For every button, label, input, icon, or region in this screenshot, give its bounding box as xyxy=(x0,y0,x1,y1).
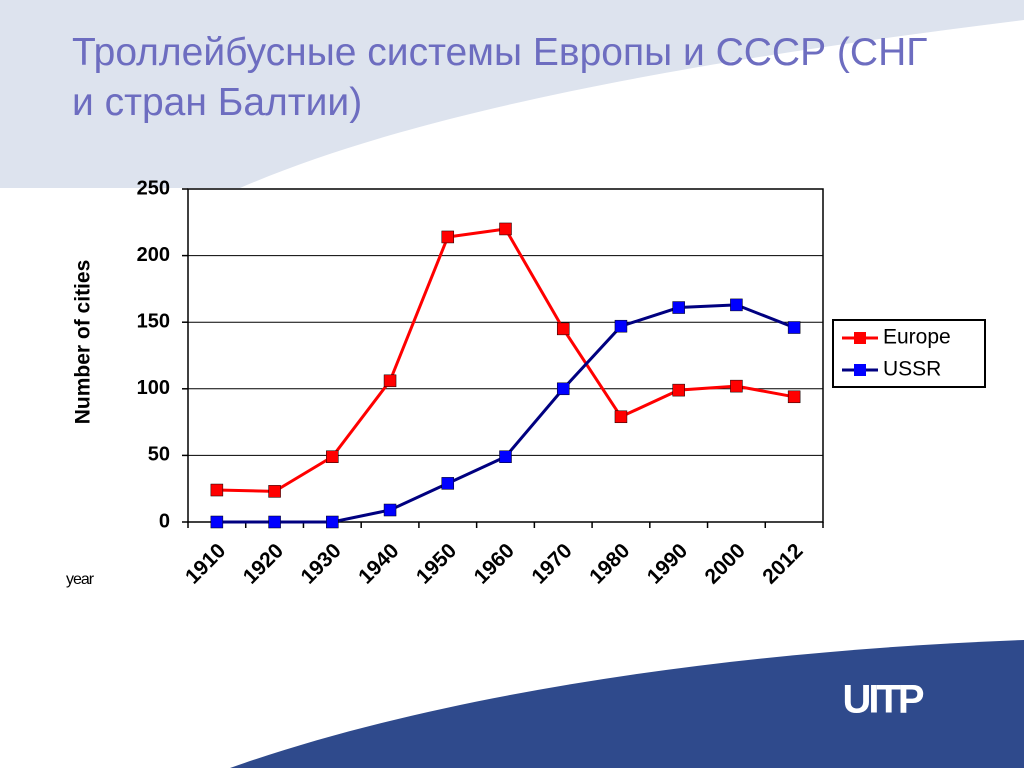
point-marker xyxy=(556,382,570,396)
point-marker xyxy=(441,230,455,244)
y-tick-label: 0 xyxy=(159,510,170,532)
point-marker xyxy=(268,485,281,498)
point-marker xyxy=(614,410,628,424)
legend-label: USSR xyxy=(883,358,941,381)
x-tick-label: 1960 xyxy=(470,539,519,588)
point-marker xyxy=(556,322,570,336)
point-marker xyxy=(326,515,339,529)
point-marker xyxy=(210,515,224,529)
logo: UITP xyxy=(842,678,923,722)
y-tick-label: 150 xyxy=(137,310,170,332)
series-line xyxy=(216,303,795,524)
header-band xyxy=(0,0,1024,188)
y-axis-label: Number of cities xyxy=(72,260,95,425)
x-tick-label: 1970 xyxy=(527,539,576,588)
point-marker xyxy=(441,477,455,490)
x-tick-label: 1920 xyxy=(239,539,288,588)
point-marker xyxy=(787,390,801,404)
point-marker xyxy=(499,450,512,463)
point-marker xyxy=(499,222,512,236)
x-axis-label: year xyxy=(66,571,95,588)
legend-marker xyxy=(854,364,866,376)
x-tick-label: 1990 xyxy=(643,539,692,588)
x-tick-label: 1910 xyxy=(181,539,230,588)
y-tick-label: 250 xyxy=(137,177,170,199)
point-marker xyxy=(787,321,801,334)
point-marker xyxy=(730,298,743,312)
x-tick-label: 2012 xyxy=(758,539,807,588)
footer-swoosh xyxy=(230,640,1024,768)
title: Троллейбусные системы Европы и СССР (СНГ… xyxy=(72,31,928,124)
point-marker xyxy=(210,483,224,497)
point-marker xyxy=(730,379,743,393)
plot-frame xyxy=(187,188,824,523)
x-tick-label: 1930 xyxy=(296,539,345,588)
point-marker xyxy=(672,383,685,397)
y-tick-label: 200 xyxy=(137,244,170,266)
x-tick-label: 1940 xyxy=(354,539,403,588)
legend-marker xyxy=(854,332,866,344)
x-tick-label: 1980 xyxy=(585,539,634,588)
point-marker xyxy=(268,515,281,529)
x-tick-label: 2000 xyxy=(701,539,750,588)
y-tick-label: 50 xyxy=(148,444,170,466)
legend-label: Europe xyxy=(883,326,951,349)
point-marker xyxy=(326,450,339,463)
y-tick-label: 100 xyxy=(137,377,170,399)
point-marker xyxy=(614,319,628,333)
x-tick-label: 1950 xyxy=(412,539,461,588)
point-marker xyxy=(383,503,397,517)
point-marker xyxy=(383,374,397,388)
point-marker xyxy=(672,301,685,314)
